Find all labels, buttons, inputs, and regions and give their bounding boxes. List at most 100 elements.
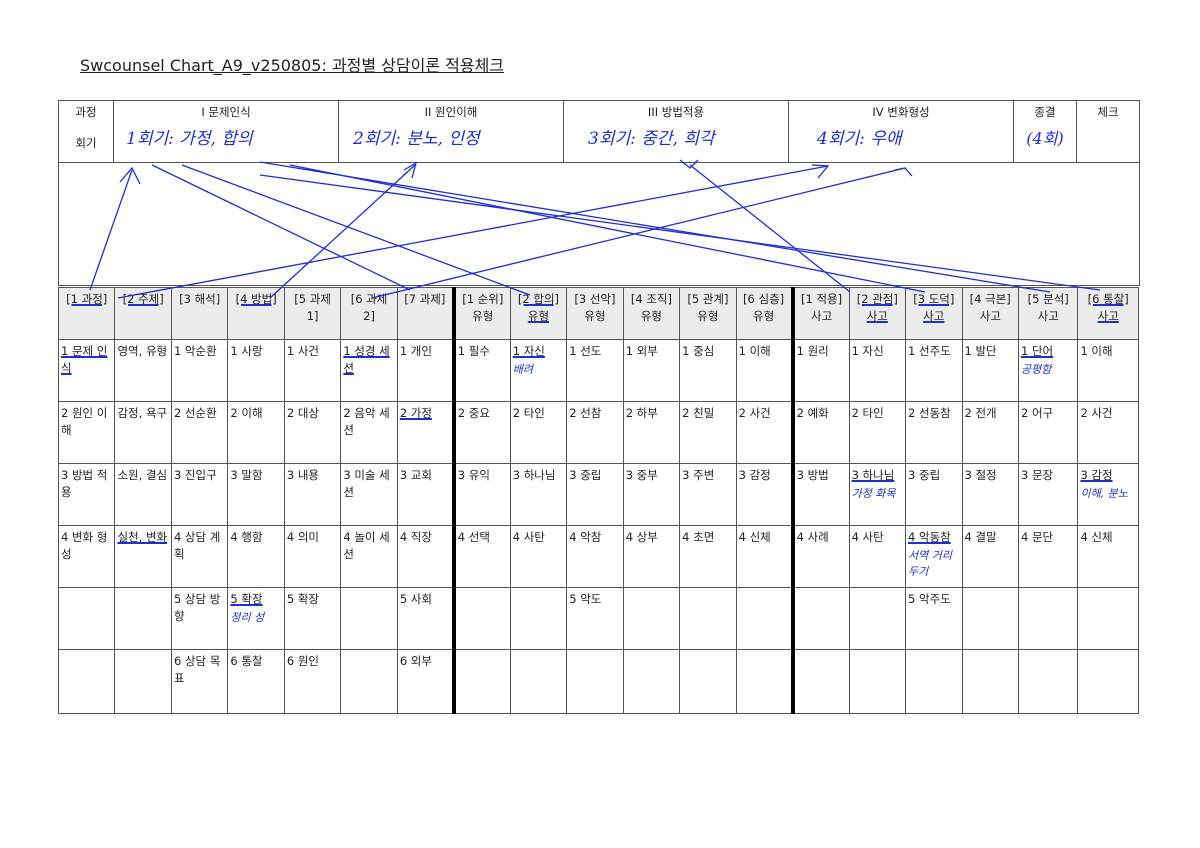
connection-area xyxy=(58,162,1140,286)
grid-cell: 5 확장 정리 성 xyxy=(227,587,285,650)
grid-cell: 3 내용 xyxy=(283,463,342,526)
phase-1-cell: I 문제인식 1회기: 가정, 합의 xyxy=(113,100,339,163)
grid-cell: 2 가정 xyxy=(396,401,455,464)
grid-cell: 1 외부 xyxy=(622,339,681,402)
handwritten-note: 가정 화목 xyxy=(851,486,896,500)
grid-cell: 4 초면 xyxy=(679,525,737,588)
grid-cell: 3 문장 xyxy=(1017,463,1079,526)
grid-header-2: [3 해석] xyxy=(170,287,229,340)
grid-cell xyxy=(735,587,794,650)
grid-header-6: [7 과제] xyxy=(396,287,455,340)
grid-cell: 5 상담 방향 xyxy=(170,587,229,650)
grid-cell: 2 선동참 xyxy=(905,401,963,464)
grid-cell: 2 선참 xyxy=(566,401,624,464)
grid-header-12: [6 심층] 유형 xyxy=(735,287,794,340)
grid-cell: 2 대상 xyxy=(283,401,342,464)
grid-header-10: [4 조직] 유형 xyxy=(622,287,681,340)
grid-cell: 5 악주도 xyxy=(905,587,963,650)
grid-cell xyxy=(622,587,681,650)
handwritten-session-2: 2회기: 분노, 인정 xyxy=(353,128,480,149)
grid-cell xyxy=(848,649,907,714)
grid-cell: 실천, 변화 xyxy=(114,525,172,588)
grid-cell: 2 선순환 xyxy=(170,401,229,464)
grid-cell: 1 발단 xyxy=(961,339,1019,402)
grid-header-8: [2 합의] 유형 xyxy=(509,287,568,340)
grid-cell: 6 원인 xyxy=(283,649,342,714)
grid-cell xyxy=(1017,649,1079,714)
grid-cell: 4 사례 xyxy=(790,525,850,588)
handwritten-session-3: 3회기: 중간, 희각 xyxy=(588,128,715,149)
grid-cell: 4 신체 xyxy=(1077,525,1139,588)
grid-cell xyxy=(509,649,568,714)
grid-cell: 1 단어 공평함 xyxy=(1017,339,1079,402)
grid-cell: 2 하부 xyxy=(622,401,681,464)
grid-cell: 3 중립 xyxy=(905,463,963,526)
grid-cell xyxy=(509,587,568,650)
grid-cell: 6 외부 xyxy=(396,649,455,714)
grid-cell: 1 원리 xyxy=(790,339,850,402)
handwritten-session-4: 4회기: 우애 xyxy=(817,128,902,149)
grid-cell: 영역, 유형 xyxy=(114,339,172,402)
grid-cell xyxy=(961,587,1019,650)
phase-3-cell: III 방법적용 3회기: 중간, 희각 xyxy=(563,100,789,163)
grid-cell xyxy=(566,649,624,714)
grid-header-18: [6 통찰] 사고 xyxy=(1077,287,1139,340)
grid-cell xyxy=(679,649,737,714)
grid-cell xyxy=(790,587,850,650)
grid-header-1: [2 주제] xyxy=(114,287,172,340)
grid-cell: 4 악동참 서역 거리두기 xyxy=(905,525,963,588)
grid-header-15: [3 도덕] 사고 xyxy=(905,287,963,340)
grid-header-7: [1 순위] 유형 xyxy=(451,287,511,340)
grid-cell: 2 타인 xyxy=(509,401,568,464)
grid-cell: 1 자신 xyxy=(848,339,907,402)
grid-cell: 2 중요 xyxy=(451,401,511,464)
grid-header-11: [5 관계] 유형 xyxy=(679,287,737,340)
grid-cell: 3 교회 xyxy=(396,463,455,526)
grid-cell: 1 사건 xyxy=(283,339,342,402)
handwritten-note: 이해, 분노 xyxy=(1080,486,1128,500)
handwritten-session-1: 1회기: 가정, 합의 xyxy=(126,128,253,149)
grid-cell: 4 사탄 xyxy=(509,525,568,588)
grid-cell: 2 타인 xyxy=(848,401,907,464)
handwritten-note: 공평함 xyxy=(1020,362,1052,376)
grid-cell xyxy=(905,649,963,714)
grid-cell: 3 감정 xyxy=(735,463,794,526)
grid-cell xyxy=(114,587,172,650)
grid-cell: 3 방법 적용 xyxy=(57,463,116,526)
phase-4-cell: IV 변화형성 4회기: 우애 xyxy=(788,100,1014,163)
check-cell: 체크 xyxy=(1076,100,1140,163)
grid-cell: 4 직장 xyxy=(396,525,455,588)
grid-cell xyxy=(57,587,116,650)
grid-cell: 3 절정 xyxy=(961,463,1019,526)
grid-header-5: [6 과제 2] xyxy=(340,287,398,340)
grid-cell: 5 사회 xyxy=(396,587,455,650)
grid-header-17: [5 분석] 사고 xyxy=(1017,287,1079,340)
grid-cell xyxy=(114,649,172,714)
grid-cell: 4 상담 계획 xyxy=(170,525,229,588)
grid-cell: 4 행함 xyxy=(227,525,285,588)
grid-cell xyxy=(1077,587,1139,650)
grid-cell: 3 말함 xyxy=(227,463,285,526)
grid-cell: 3 하나님 가정 화목 xyxy=(848,463,907,526)
grid-cell xyxy=(622,649,681,714)
grid-cell: 4 선택 xyxy=(451,525,511,588)
grid-cell: 4 의미 xyxy=(283,525,342,588)
grid-cell: 3 중부 xyxy=(622,463,681,526)
grid-cell: 2 사건 xyxy=(1077,401,1139,464)
grid-cell: 2 친밀 xyxy=(679,401,737,464)
grid-cell: 4 놀이 세션 xyxy=(340,525,398,588)
grid-cell: 2 예화 xyxy=(790,401,850,464)
grid-cell xyxy=(340,587,398,650)
closing-cell: 종결 (4회) xyxy=(1013,100,1077,163)
grid-header-0: [1 과정] xyxy=(57,287,116,340)
grid-cell: 3 유익 xyxy=(451,463,511,526)
handwritten-closing: (4회) xyxy=(1026,128,1064,148)
grid-cell: 4 문단 xyxy=(1017,525,1079,588)
grid-cell: 2 음악 세션 xyxy=(340,401,398,464)
grid-header-3: [4 방법] xyxy=(227,287,285,340)
grid-cell: 감정, 욕구 xyxy=(114,401,172,464)
grid-cell: 3 미술 세션 xyxy=(340,463,398,526)
phase-2-cell: II 원인이해 2회기: 분노, 인정 xyxy=(338,100,564,163)
grid-cell: 4 변화 형성 xyxy=(57,525,116,588)
grid-cell: 5 악도 xyxy=(566,587,624,650)
